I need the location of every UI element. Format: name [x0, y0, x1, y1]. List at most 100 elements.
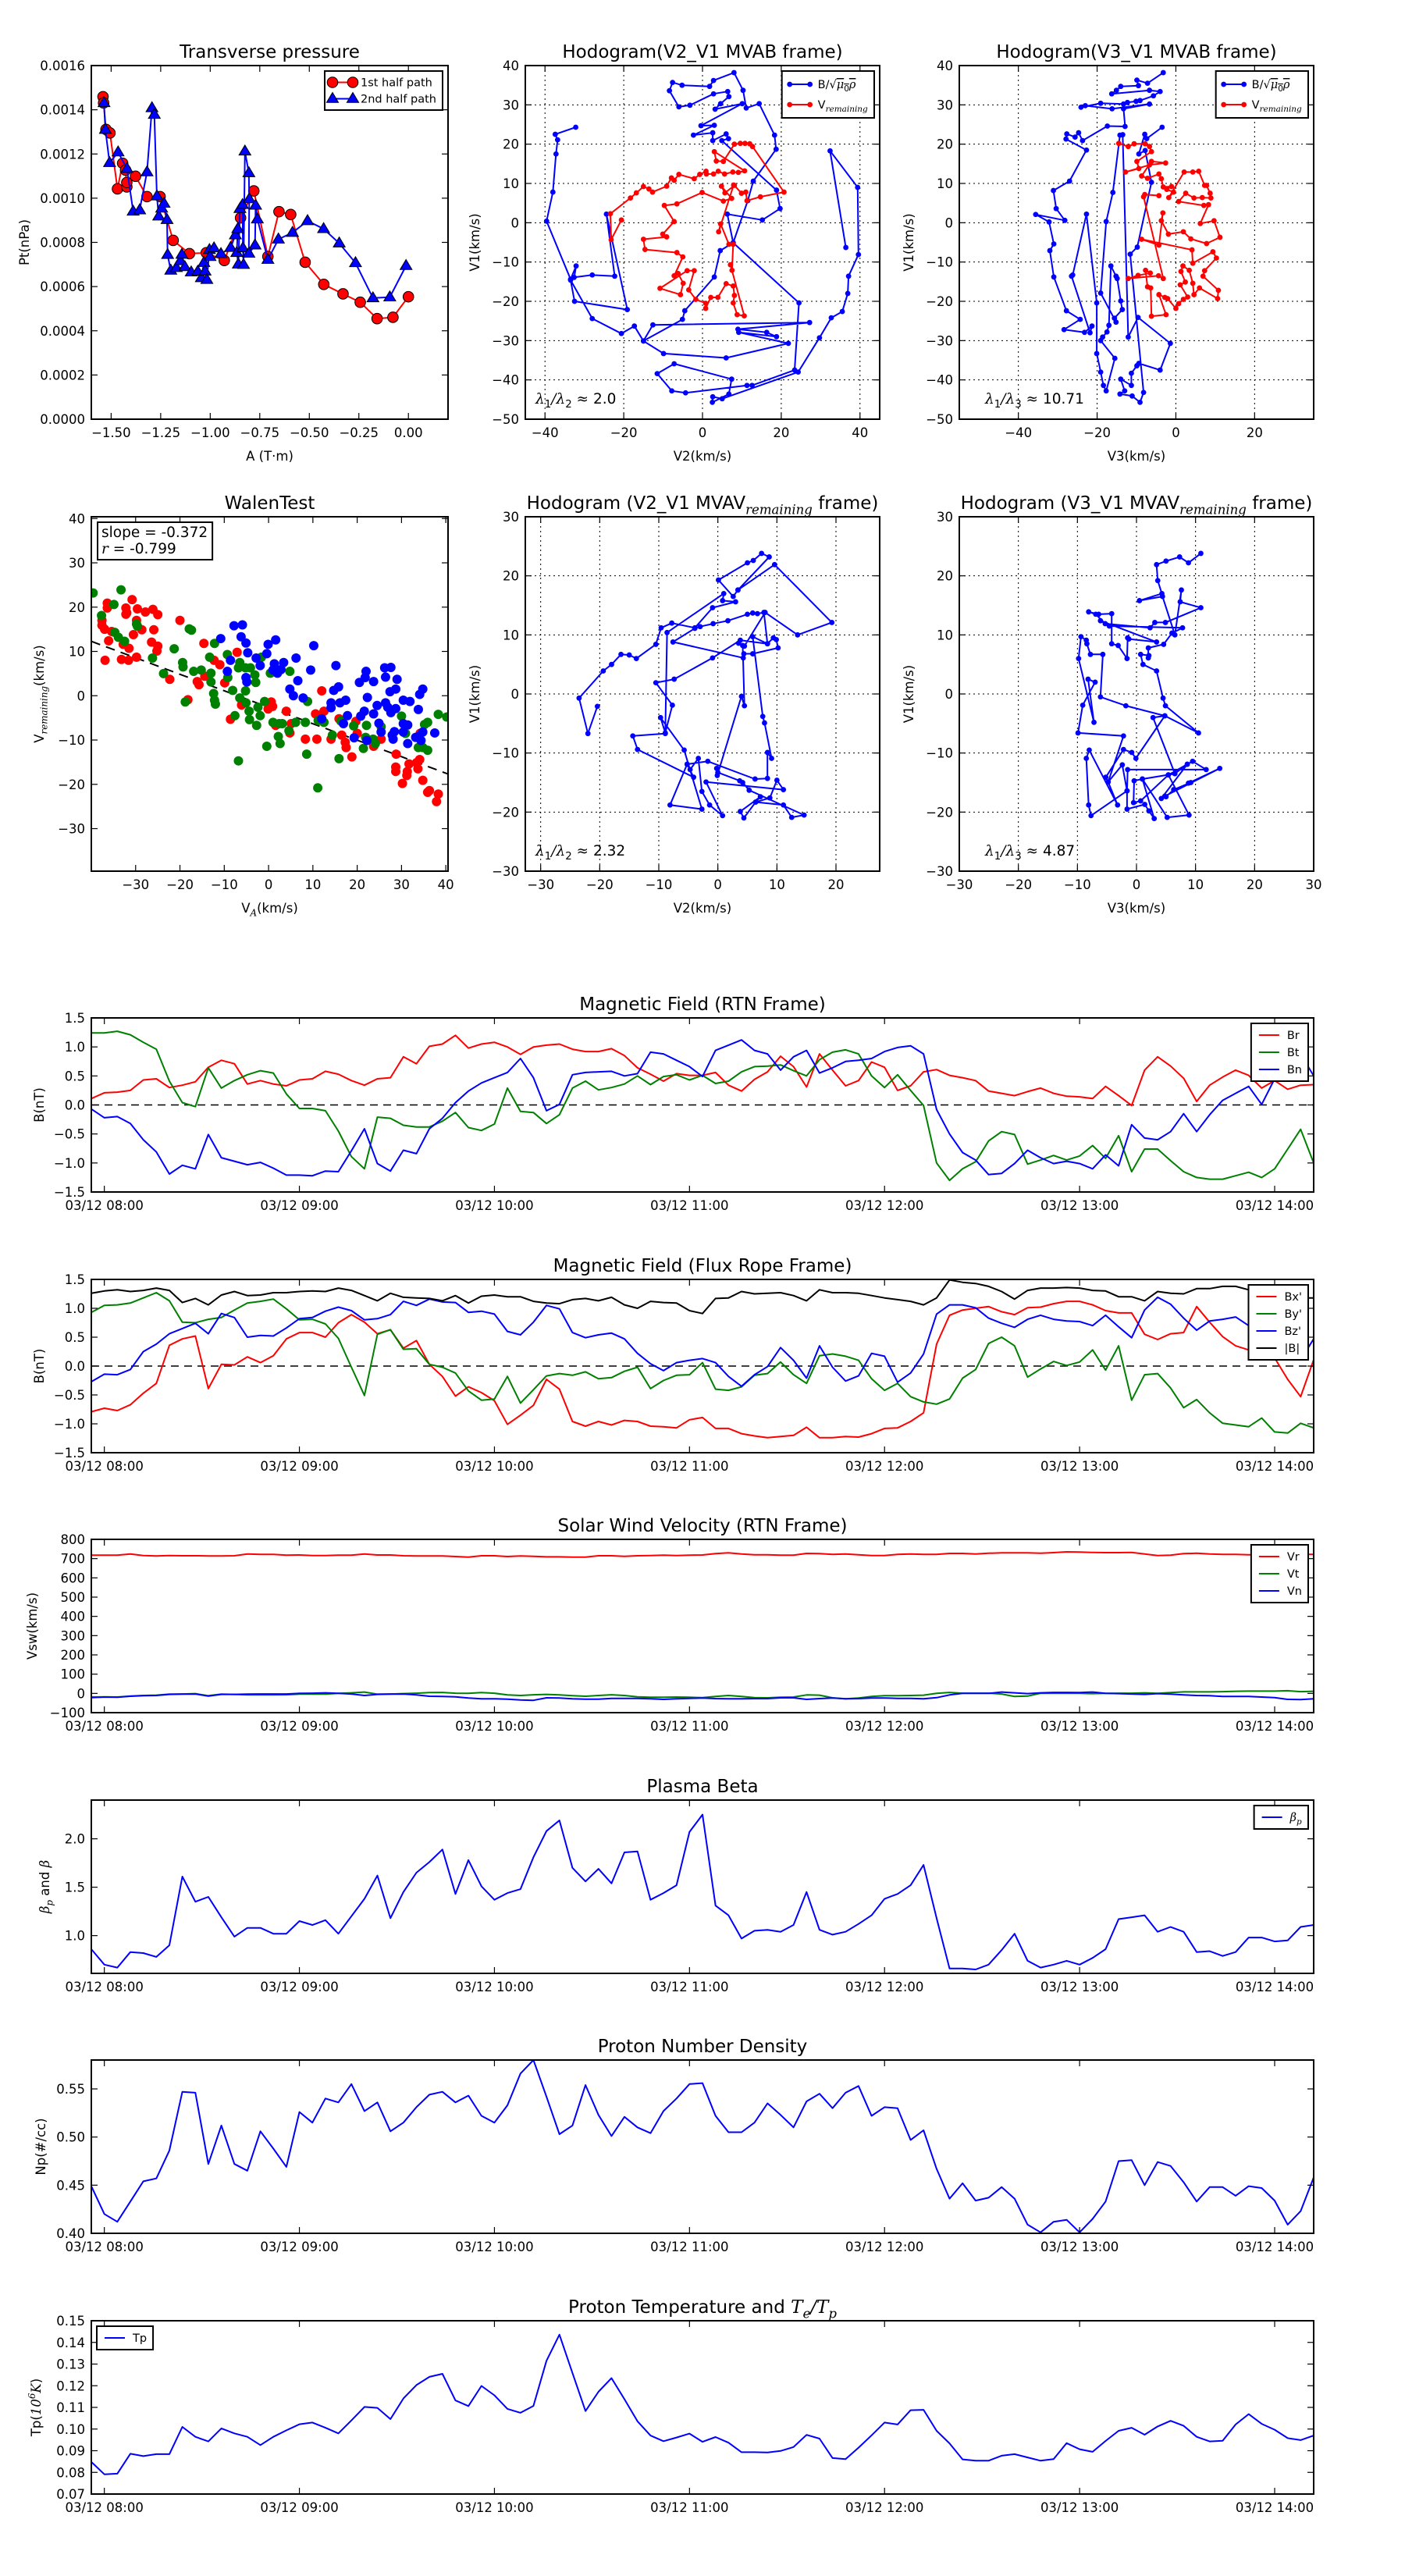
- data-point: [1157, 88, 1163, 94]
- text-fragment: A: [250, 908, 258, 919]
- series-tp: [91, 2333, 1314, 2475]
- y-tick-label: −1.5: [54, 1446, 85, 1461]
- y-tick-label: 1.0: [65, 1929, 85, 1944]
- data-point: [567, 277, 574, 283]
- chart-hodogram-v2-v1-mvav: −30 −20 −10 0 10 20 −30 −20 −10 0 10 20 30 Hodogram (…: [468, 493, 880, 916]
- eigenvalue-ratio-text: λ1/λ3 ≈ 10.71: [984, 391, 1084, 411]
- series-line: [91, 1039, 1314, 1177]
- data-point: [750, 557, 756, 564]
- data-point: [433, 789, 443, 799]
- data-point: [749, 651, 756, 656]
- data-point: [261, 649, 272, 659]
- data-point: [233, 756, 244, 766]
- data-point: [1087, 329, 1093, 336]
- x-tick-label: −1.25: [141, 425, 181, 440]
- data-point: [308, 641, 318, 651]
- series-bz: [91, 1296, 1314, 1387]
- x-axis-label: V2(km/s): [674, 449, 731, 464]
- data-point: [1143, 267, 1149, 273]
- y-axis-label: Np(#/cc): [34, 2118, 48, 2175]
- data-point: [1197, 285, 1203, 291]
- data-point: [1120, 101, 1126, 107]
- text-fragment: 2: [565, 851, 571, 863]
- data-point: [1118, 376, 1124, 382]
- data-point: [1126, 636, 1132, 642]
- data-point: [1064, 131, 1070, 137]
- legend-entries: βp: [1261, 1812, 1302, 1827]
- y-tick-label: 0.15: [56, 2314, 85, 2329]
- data-point: [624, 307, 631, 312]
- text-fragment: V1(km/s): [902, 213, 916, 271]
- data-point: [299, 256, 311, 269]
- data-point: [640, 237, 646, 242]
- data-point: [742, 703, 748, 709]
- data-point: [713, 765, 720, 771]
- plot-area: [91, 1030, 1314, 1182]
- data-point: [1147, 270, 1154, 276]
- data-point: [1106, 623, 1112, 629]
- data-point: [298, 693, 308, 703]
- series-np: [91, 2060, 1314, 2233]
- data-point: [1066, 178, 1072, 184]
- plot-area: [97, 91, 414, 325]
- data-point: [152, 646, 162, 656]
- text-fragment: ≈: [1022, 843, 1043, 859]
- data-point: [403, 720, 413, 730]
- data-point: [1083, 211, 1090, 217]
- data-point: [724, 88, 731, 94]
- data-point: [1208, 195, 1214, 201]
- data-point: [1125, 767, 1131, 773]
- data-point: [293, 675, 303, 685]
- data-point: [1163, 558, 1169, 564]
- data-point: [1165, 231, 1172, 237]
- data-point: [1077, 316, 1083, 322]
- data-point: [1120, 105, 1126, 112]
- data-point: [1148, 180, 1154, 185]
- data-point: [796, 300, 802, 306]
- data-point: [723, 355, 729, 361]
- data-point: [229, 710, 240, 720]
- plot-area: [91, 1551, 1314, 1702]
- x-axis-label: V3(km/s): [1108, 449, 1165, 464]
- data-point: [725, 136, 731, 142]
- chart-title: WalenTest: [225, 493, 315, 514]
- data-point: [1103, 219, 1109, 225]
- data-point: [333, 236, 347, 247]
- data-point: [710, 130, 716, 136]
- axis-ticks: 03/12 08:00 03/12 09:00 03/12 10:00 03/12 1…: [56, 2314, 1314, 2515]
- x-tick-label: 03/12 08:00: [65, 2500, 143, 2515]
- data-point: [1184, 761, 1190, 767]
- data-point: [1139, 173, 1144, 179]
- legend-item-bx: Bx': [1256, 1291, 1302, 1304]
- text-fragment: Vn: [1287, 1585, 1302, 1598]
- plot-area: [91, 585, 448, 806]
- data-point: [543, 218, 550, 224]
- data-point: [718, 183, 724, 189]
- data-point: [1207, 190, 1213, 196]
- data-point: [1176, 198, 1182, 205]
- legend-item-b: |B|: [1256, 1343, 1300, 1355]
- data-point: [702, 301, 709, 306]
- chart-hodogram-v3-v1-mvav: −30 −20 −10 0 10 20 30 −30 −20 −10 0 10 20 30 Hodogram…: [902, 493, 1322, 916]
- y-tick-label: −20: [926, 294, 953, 309]
- data-point: [744, 382, 750, 389]
- data-point: [1160, 276, 1166, 282]
- chart-title: Proton Number Density: [598, 2037, 808, 2057]
- data-point: [571, 298, 578, 304]
- data-point: [354, 296, 366, 308]
- y-tick-label: 0.0010: [40, 191, 85, 206]
- x-tick-label: 03/12 09:00: [260, 2240, 338, 2254]
- plot-area: [91, 1279, 1314, 1439]
- data-point: [98, 123, 112, 134]
- data-point: [127, 595, 137, 605]
- text-fragment: remaining: [39, 686, 50, 735]
- data-point: [1097, 694, 1104, 700]
- plot-area: [1075, 550, 1223, 822]
- data-point: [681, 747, 687, 753]
- data-point: [413, 763, 423, 774]
- text-fragment: 2nd half path: [361, 94, 436, 106]
- y-tick-label: −40: [492, 373, 519, 388]
- data-point: [158, 668, 169, 678]
- data-point: [1154, 639, 1160, 645]
